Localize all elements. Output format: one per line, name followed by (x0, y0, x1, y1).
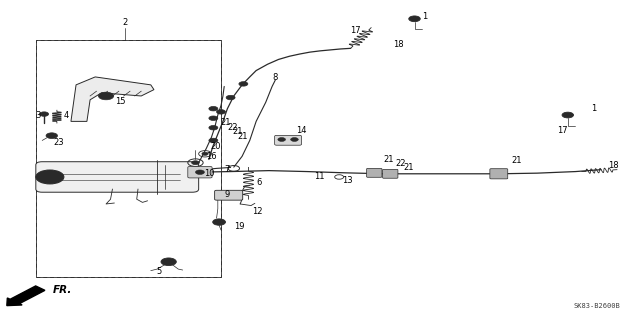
Circle shape (409, 16, 420, 22)
FancyBboxPatch shape (490, 169, 508, 179)
Circle shape (209, 116, 218, 121)
Text: 21: 21 (384, 155, 394, 164)
Text: 8: 8 (273, 73, 278, 82)
Text: 22: 22 (396, 159, 406, 168)
FancyBboxPatch shape (383, 169, 398, 178)
Text: SK83-B2600B: SK83-B2600B (573, 303, 620, 309)
FancyBboxPatch shape (214, 190, 243, 200)
Text: 1: 1 (422, 12, 428, 21)
Text: 14: 14 (296, 126, 306, 135)
Text: 13: 13 (342, 176, 353, 185)
Text: 6: 6 (256, 178, 262, 187)
Circle shape (226, 95, 235, 100)
Text: 17: 17 (557, 126, 568, 135)
Text: 11: 11 (314, 172, 324, 181)
Circle shape (161, 258, 176, 266)
Text: 21: 21 (403, 163, 413, 172)
Text: 22: 22 (227, 122, 238, 132)
Circle shape (202, 152, 208, 155)
Text: 18: 18 (608, 161, 619, 170)
Circle shape (562, 112, 573, 118)
Text: 21: 21 (220, 117, 231, 127)
FancyArrow shape (7, 286, 45, 306)
Text: 20: 20 (210, 142, 221, 151)
FancyBboxPatch shape (367, 168, 382, 177)
Circle shape (99, 92, 114, 100)
Text: 19: 19 (234, 222, 245, 231)
Text: 2: 2 (123, 19, 128, 27)
Circle shape (36, 170, 64, 184)
Text: 12: 12 (252, 207, 262, 216)
Text: 3: 3 (35, 111, 40, 120)
Circle shape (209, 107, 218, 111)
FancyBboxPatch shape (36, 162, 198, 192)
Text: 21: 21 (232, 127, 243, 136)
Bar (36, 41, 221, 277)
Circle shape (239, 82, 248, 86)
Circle shape (40, 112, 49, 116)
Text: FR.: FR. (53, 285, 72, 295)
Circle shape (209, 138, 218, 143)
FancyBboxPatch shape (275, 135, 301, 145)
Text: 9: 9 (224, 190, 230, 199)
Circle shape (291, 137, 298, 141)
Text: 21: 21 (511, 156, 522, 165)
Circle shape (278, 137, 285, 141)
Circle shape (191, 161, 199, 165)
Circle shape (209, 125, 218, 130)
Text: 23: 23 (53, 137, 64, 146)
Polygon shape (71, 77, 154, 122)
Circle shape (195, 170, 204, 174)
Text: 5: 5 (156, 267, 162, 276)
FancyBboxPatch shape (188, 167, 212, 178)
Text: 15: 15 (115, 97, 126, 106)
Text: 1: 1 (591, 104, 596, 113)
Circle shape (46, 133, 58, 138)
Bar (36, 41, 221, 277)
Text: 17: 17 (351, 26, 361, 35)
Text: 10: 10 (204, 169, 214, 178)
Circle shape (216, 110, 225, 114)
Circle shape (212, 219, 225, 225)
Text: 16: 16 (206, 152, 217, 161)
Text: 7: 7 (224, 165, 229, 174)
Text: 4: 4 (63, 111, 68, 120)
Text: 21: 21 (237, 132, 248, 141)
Text: 18: 18 (394, 40, 404, 49)
